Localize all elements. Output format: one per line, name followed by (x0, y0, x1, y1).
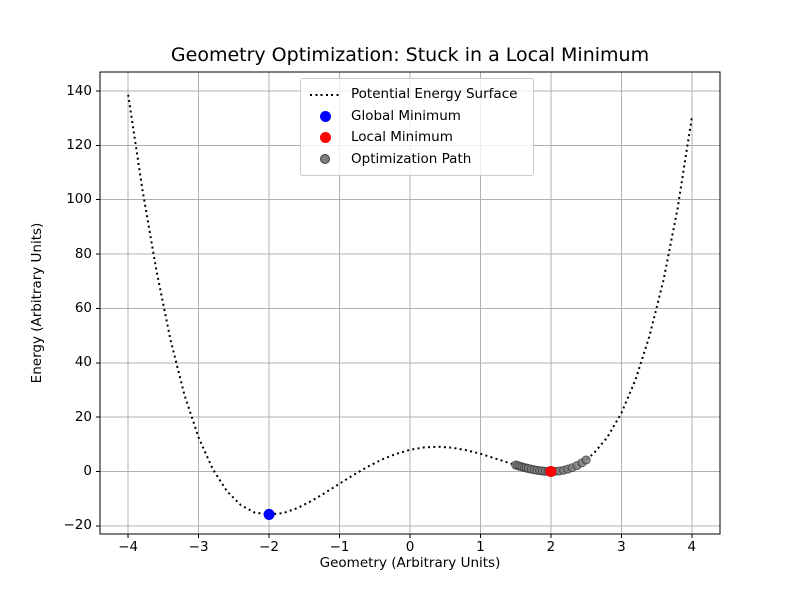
legend-label: Local Minimum (351, 129, 453, 146)
y-tick-label: 120 (66, 136, 92, 153)
legend-item-optimization-path: Optimization Path (310, 149, 523, 171)
x-tick-label: 1 (476, 539, 485, 555)
x-tick-label: 3 (617, 539, 626, 555)
x-tick-label: 2 (546, 539, 556, 555)
legend-label: Optimization Path (351, 150, 472, 167)
y-tick-label: 20 (74, 408, 92, 425)
legend-label: Global Minimum (351, 107, 461, 124)
blue-dot-icon (319, 110, 331, 122)
legend-item-potential-energy-surface: Potential Energy Surface (310, 84, 523, 106)
y-tick-label: 140 (66, 82, 92, 99)
global-minimum-point (263, 508, 275, 520)
legend-marker-box (310, 110, 340, 122)
legend-item-local-minimum: Local Minimum (310, 127, 523, 149)
x-tick-label: −4 (118, 539, 139, 555)
legend-marker-box (310, 93, 340, 96)
legend-label: Potential Energy Surface (351, 86, 518, 103)
legend: Potential Energy Surface Global Minimum … (300, 78, 534, 176)
legend-marker-box (310, 132, 340, 144)
x-tick-label: 4 (687, 539, 697, 555)
x-tick-label: −1 (329, 539, 350, 555)
legend-item-global-minimum: Global Minimum (310, 106, 523, 128)
gray-dot-icon (320, 154, 330, 165)
y-tick-label: 40 (74, 354, 92, 371)
local-minimum-point (545, 465, 557, 477)
chart-title: Geometry Optimization: Stuck in a Local … (170, 44, 650, 66)
optimization-path-point (581, 455, 591, 465)
y-tick-label: 100 (66, 191, 92, 208)
dotted-line-icon (310, 93, 340, 96)
y-tick-label: 0 (83, 462, 92, 479)
x-tick-label: −2 (259, 539, 280, 555)
x-tick-label: 0 (405, 539, 415, 555)
red-dot-icon (319, 132, 331, 144)
legend-marker-box (310, 154, 340, 165)
axes-frame (99, 71, 721, 535)
x-axis-label: Geometry (Arbitrary Units) (319, 555, 501, 571)
y-tick-label: 60 (74, 299, 92, 316)
x-tick-label: −3 (188, 539, 209, 555)
y-tick-label: −20 (63, 517, 93, 534)
y-tick-label: 80 (74, 245, 92, 262)
